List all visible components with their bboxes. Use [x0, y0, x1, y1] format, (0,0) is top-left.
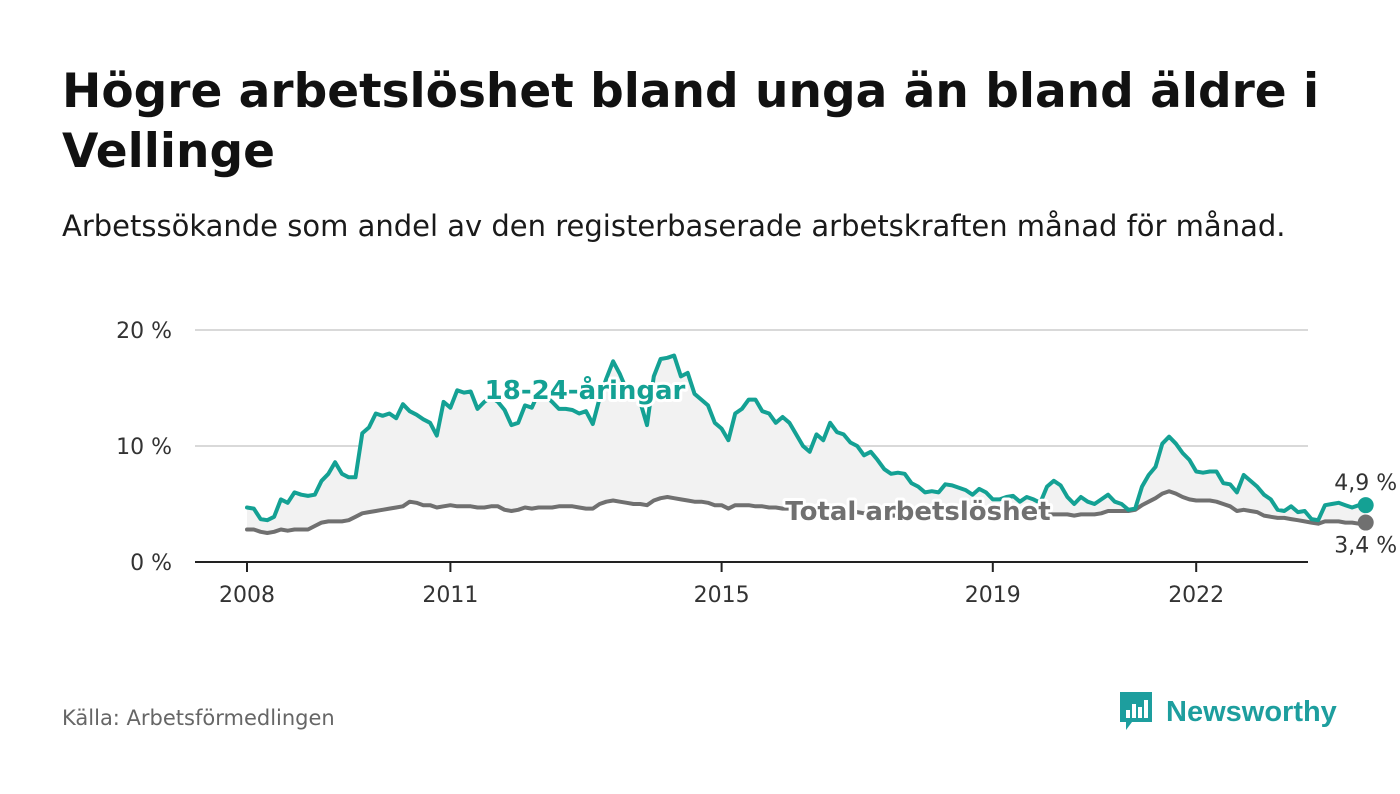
y-tick-label: 20 % — [116, 319, 172, 344]
series-endpoints: 4,9 % 3,4 % — [1334, 471, 1397, 558]
gap-area — [247, 355, 1366, 533]
y-tick-label: 10 % — [116, 435, 172, 460]
newsworthy-logo-icon — [1120, 692, 1152, 730]
brand-logo[interactable]: Newsworthy — [1118, 690, 1337, 734]
x-tick-label: 2019 — [965, 583, 1021, 608]
end-label-total: 3,4 % — [1334, 534, 1397, 559]
series-label-total: Total arbetslöshet — [785, 497, 1050, 527]
source-note: Källa: Arbetsförmedlingen — [62, 706, 335, 730]
endpoint-total — [1357, 514, 1374, 531]
chart-title: Högre arbetslöshet bland unga än bland ä… — [62, 64, 1320, 179]
series-line-youth — [245, 353, 1368, 523]
x-tick-label: 2015 — [694, 583, 750, 608]
series-line-total — [245, 489, 1368, 535]
brand-name: Newsworthy — [1166, 695, 1337, 728]
line-chart: 0 % 10 % 20 % 2008 2011 2015 2019 2022 4,9 % 3,… — [116, 319, 1397, 608]
x-tick-label: 2008 — [219, 583, 275, 608]
end-label-youth: 4,9 % — [1334, 471, 1397, 496]
x-tick-label: 2011 — [422, 583, 478, 608]
series-label-youth: 18-24-åringar — [485, 374, 686, 406]
y-axis-labels: 0 % 10 % 20 % — [116, 319, 172, 576]
series-labels: 18-24-åringar Total arbetslöshet — [482, 371, 1054, 530]
chart-subtitle: Arbetssökande som andel av den registerb… — [62, 209, 1286, 243]
y-tick-label: 0 % — [130, 551, 172, 576]
x-tick-label: 2022 — [1168, 583, 1224, 608]
endpoint-youth — [1357, 497, 1374, 514]
x-axis-ticks: 2008 2011 2015 2019 2022 — [219, 562, 1224, 608]
